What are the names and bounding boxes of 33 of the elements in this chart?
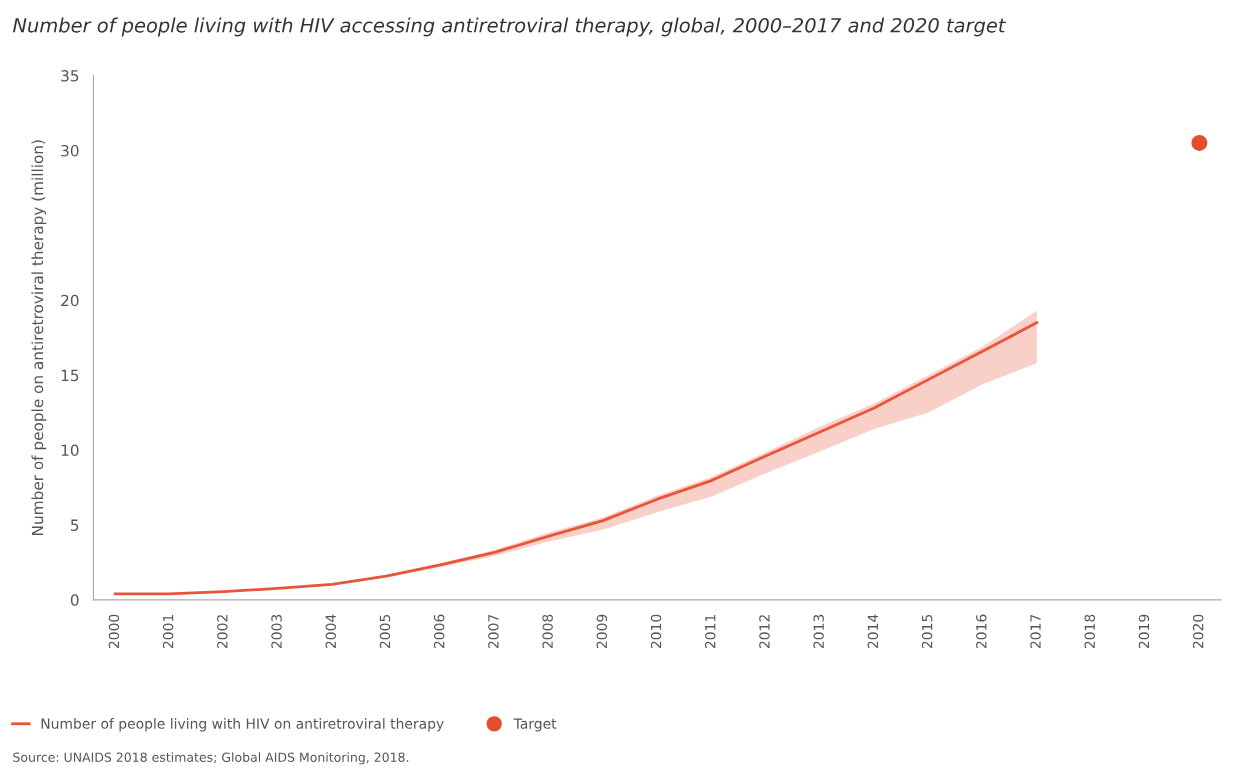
- x-tick-label: 2001: [162, 615, 174, 649]
- y-tick-label: 0: [70, 594, 79, 606]
- y-tick-label: 20: [61, 294, 79, 307]
- legend-label: Number of people living with HIV on antiretroviral therapy: [41, 718, 444, 732]
- x-tick-label: 2018: [1084, 614, 1095, 649]
- y-tick-label: 30: [61, 144, 79, 157]
- y-axis-title: Number of people on antiretroviral therapy (million): [31, 140, 47, 535]
- x-tick-label: 2014: [867, 614, 879, 649]
- x-tick-label: 2005: [379, 614, 391, 649]
- x-tick-label: 2011: [705, 615, 716, 649]
- chart-title: Number of people living with HIV accessing antiretroviral therapy, global, 2000–2017 and 2020 target: [12, 17, 1007, 37]
- x-tick-label: 2007: [488, 614, 499, 649]
- x-tick-label: 2003: [271, 614, 282, 649]
- x-tick-label: 2013: [813, 614, 824, 649]
- y-tick-label: 5: [71, 519, 79, 531]
- x-tick-label: 2009: [596, 614, 608, 649]
- x-tick-label: 2015: [921, 614, 933, 649]
- x-tick-label: 2020: [1192, 614, 1204, 649]
- x-tick-label: 2012: [759, 615, 770, 649]
- y-tick-label: 10: [61, 444, 79, 457]
- y-tick-label: 35: [61, 70, 79, 82]
- x-tick-label: 2000: [108, 614, 120, 649]
- source-note: Source: UNAIDS 2018 estimates; Global AIDS Monitoring, 2018.: [13, 752, 409, 765]
- x-tick-label: 2008: [542, 614, 553, 649]
- x-tick-label: 2019: [1138, 614, 1150, 649]
- x-tick-label: 2016: [976, 614, 987, 649]
- x-tick-label: 2017: [1030, 614, 1041, 649]
- x-tick-label: 2010: [650, 614, 662, 649]
- legend-label: Target: [513, 718, 557, 732]
- x-tick-label: 2002: [217, 615, 228, 649]
- x-tick-label: 2006: [433, 614, 445, 649]
- y-tick-label: 15: [61, 369, 79, 382]
- x-tick-label: 2004: [325, 614, 337, 649]
